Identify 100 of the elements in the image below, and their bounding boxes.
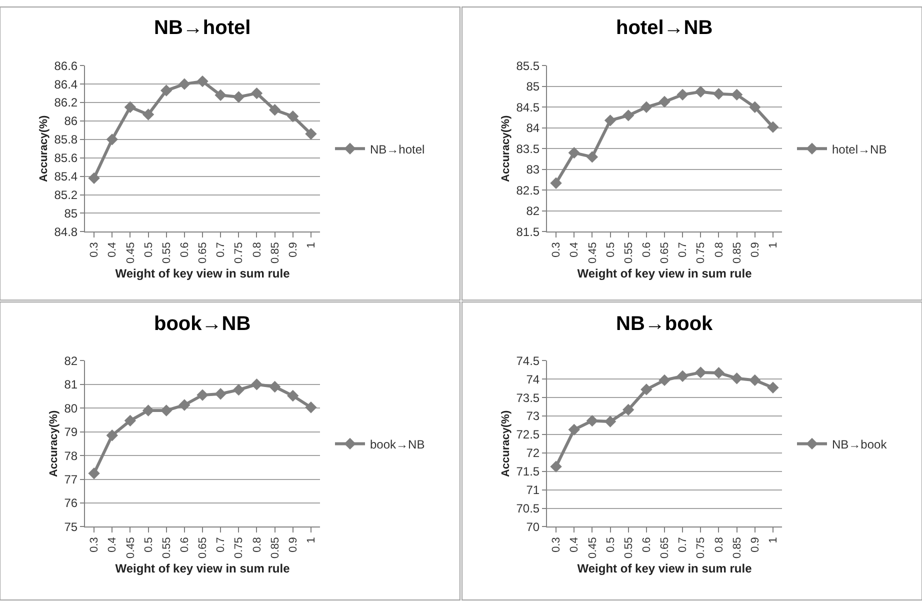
x-tick-label: 0.8 — [251, 537, 264, 552]
point — [568, 424, 580, 436]
y-tick-label: 71.5 — [516, 464, 540, 479]
point — [268, 104, 281, 116]
legend-label: hotel→NB — [832, 142, 887, 156]
x-tick-label: 0.85 — [269, 242, 282, 264]
point — [622, 110, 634, 122]
y-tick-label: 76 — [64, 496, 78, 510]
y-tick-label: 86.6 — [54, 58, 78, 73]
x-tick-label: 0.9 — [287, 242, 300, 258]
x-tick-label: 0.6 — [640, 537, 653, 552]
x-tick-label: 0.65 — [659, 537, 672, 559]
x-tick-label: 0.5 — [604, 537, 617, 552]
point — [586, 414, 598, 427]
x-tick-label: 0.75 — [695, 242, 708, 264]
x-tick-label: 0.9 — [749, 242, 762, 258]
x-tick-label: 0.8 — [713, 537, 726, 552]
point — [196, 389, 208, 401]
y-tick-label: 83.5 — [516, 142, 540, 156]
y-tick-label: 82.5 — [516, 183, 540, 198]
y-tick-label: 85.5 — [516, 58, 540, 73]
x-tick-label: 0.6 — [178, 537, 191, 552]
point — [712, 88, 725, 100]
x-tick-label: 0.45 — [124, 242, 137, 264]
point — [268, 380, 281, 393]
y-tick-label: 85 — [64, 206, 78, 220]
x-tick-label: 0.9 — [287, 537, 300, 552]
x-tick-label: 0.7 — [677, 537, 690, 552]
point — [106, 430, 118, 442]
point — [250, 378, 263, 390]
point — [142, 108, 154, 120]
y-tick-label: 72 — [526, 446, 540, 460]
y-tick-label: 79 — [64, 425, 78, 440]
x-tick-label: 0.45 — [586, 537, 599, 559]
x-tick-label: 0.65 — [659, 242, 672, 264]
y-tick-label: 74 — [526, 372, 540, 386]
point — [214, 388, 226, 400]
x-tick-label: 0.5 — [142, 537, 155, 552]
point — [160, 404, 172, 416]
y-tick-label: 85.2 — [54, 188, 78, 202]
point — [305, 402, 317, 414]
y-tick-label: 84 — [526, 121, 540, 136]
point — [604, 416, 616, 428]
x-tick-label: 0.7 — [215, 537, 228, 552]
point — [232, 384, 244, 396]
x-tick-label: 0.9 — [749, 537, 762, 552]
x-tick-label: 1 — [768, 242, 780, 248]
point — [676, 88, 688, 101]
y-tick-label: 70 — [526, 520, 540, 534]
x-tick-label: 0.85 — [731, 537, 744, 559]
point — [287, 390, 299, 402]
point — [550, 460, 562, 472]
x-tick-label: 0.85 — [269, 537, 282, 559]
x-tick-label: 0.85 — [731, 242, 744, 264]
point — [160, 84, 172, 96]
point — [232, 91, 244, 103]
point — [676, 370, 688, 382]
x-tick-label: 0.7 — [677, 242, 690, 258]
point — [658, 96, 670, 108]
point — [178, 399, 190, 411]
x-tick-label: 0.4 — [106, 242, 119, 258]
point — [767, 121, 779, 133]
x-tick-label: 0.3 — [88, 242, 101, 258]
point — [767, 382, 779, 394]
x-tick-label: 0.4 — [106, 537, 119, 552]
point — [287, 110, 299, 122]
y-tick-label: 82 — [64, 354, 78, 368]
x-tick-label: 0.3 — [550, 242, 563, 258]
x-axis-title: Weight of key view in sum rule — [577, 266, 752, 280]
x-tick-label: 0.3 — [550, 537, 563, 552]
y-tick-label: 74.5 — [516, 354, 540, 368]
legend-label: NB→hotel — [370, 142, 425, 156]
chart-title: book→NB — [154, 313, 251, 335]
x-axis-title: Weight of key view in sum rule — [115, 561, 290, 576]
x-tick-label: 0.5 — [142, 242, 155, 258]
y-tick-label: 86.4 — [54, 77, 78, 92]
x-tick-label: 0.65 — [197, 242, 210, 264]
y-tick-label: 81.5 — [516, 224, 540, 239]
point — [640, 101, 652, 113]
chart-title: NB→book — [616, 313, 714, 335]
point — [730, 372, 743, 384]
x-tick-label: 0.8 — [713, 242, 726, 258]
point — [694, 366, 706, 378]
x-axis-title: Weight of key view in sum rule — [577, 561, 752, 576]
point — [730, 88, 743, 101]
x-tick-label: 0.3 — [88, 537, 101, 552]
y-tick-label: 85.8 — [54, 132, 78, 147]
y-tick-label: 84.5 — [516, 100, 540, 114]
y-tick-label: 73 — [526, 409, 540, 424]
point — [178, 78, 190, 90]
x-tick-label: 0.45 — [586, 242, 599, 264]
point — [749, 374, 761, 386]
y-axis-title: Accuracy(%) — [38, 115, 50, 182]
y-tick-label: 73.5 — [516, 390, 540, 405]
point — [88, 468, 100, 480]
point — [640, 384, 652, 396]
x-tick-label: 0.6 — [178, 242, 191, 258]
x-tick-label: 0.75 — [233, 242, 246, 264]
x-tick-label: 0.5 — [604, 242, 617, 258]
point — [568, 146, 580, 159]
